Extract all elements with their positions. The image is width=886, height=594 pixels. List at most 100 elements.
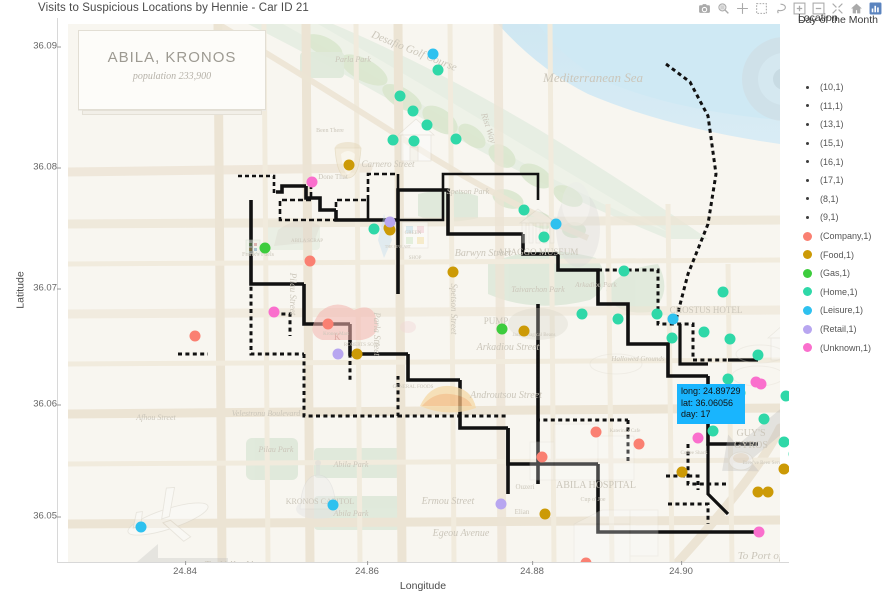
legend-item[interactable]: (Home,1) [798,283,886,302]
x-axis-line [57,562,789,563]
zoom-in-icon[interactable] [792,1,806,15]
pan-icon[interactable] [735,1,749,15]
visit-marker[interactable] [778,436,789,448]
visit-marker[interactable] [304,255,316,267]
visit-marker[interactable] [676,466,688,478]
visit-marker[interactable] [384,216,396,228]
visit-marker[interactable] [536,451,548,463]
visit-marker[interactable] [135,521,147,533]
legend-item[interactable]: (Retail,1) [798,320,886,339]
zoom-icon[interactable] [716,1,730,15]
visit-marker[interactable] [752,349,764,361]
legend-item-label: (16,1) [820,156,844,167]
visit-marker[interactable] [580,557,592,562]
visit-marker[interactable] [387,134,399,146]
visit-marker[interactable] [189,330,201,342]
legend-item[interactable]: (Unknown,1) [798,338,886,357]
visit-marker[interactable] [633,438,645,450]
visit-marker[interactable] [539,508,551,520]
visit-marker[interactable] [778,463,789,475]
legend-item[interactable]: (Gas,1) [798,264,886,283]
camera-icon[interactable] [697,1,711,15]
visit-marker[interactable] [450,133,462,145]
page-title: Visits to Suspicious Locations by Hennie… [38,2,309,14]
legend-item[interactable]: (17,1) [798,171,886,190]
visit-marker[interactable] [268,306,280,318]
visit-marker[interactable] [651,308,663,320]
visit-marker[interactable] [576,308,588,320]
visit-marker[interactable] [427,48,439,60]
zoom-out-icon[interactable] [811,1,825,15]
visit-marker[interactable] [496,323,508,335]
map-label: Afhou Street [135,413,176,422]
visit-marker[interactable] [432,64,444,76]
visit-marker[interactable] [762,486,774,498]
visit-marker[interactable] [394,90,406,102]
visit-marker[interactable] [518,204,530,216]
x-tick-label: 24.86 [355,561,379,577]
visit-marker[interactable] [755,378,767,390]
visit-marker[interactable] [752,486,764,498]
legend-item[interactable]: (9,1) [798,208,886,227]
legend-item-label: (Gas,1) [820,268,851,279]
visit-marker[interactable] [332,348,344,360]
visit-marker[interactable] [351,348,363,360]
legend-item-label: (Food,1) [820,249,855,260]
lasso-select-icon[interactable] [773,1,787,15]
visit-marker[interactable] [758,413,770,425]
legend: Location Day of the Month (10,1) (11,1) (1… [798,12,886,357]
visit-marker[interactable] [618,265,630,277]
legend-title-day: Day of the Month [798,14,878,26]
map-label: Taivarchon Park [511,285,565,294]
visit-marker[interactable] [788,448,789,460]
legend-item[interactable]: (Food,1) [798,245,886,264]
legend-item[interactable]: (Company,1) [798,227,886,246]
visit-marker[interactable] [421,119,433,131]
visit-marker[interactable] [753,526,765,538]
visit-marker[interactable] [698,326,710,338]
visit-marker[interactable] [408,135,420,147]
visit-marker[interactable] [322,318,334,330]
plotly-logo-icon[interactable] [868,1,882,15]
map-label: Spetson Street [449,284,459,335]
box-select-icon[interactable] [754,1,768,15]
visit-marker[interactable] [407,105,419,117]
visit-marker[interactable] [722,373,734,385]
visit-marker[interactable] [550,218,562,230]
visit-marker[interactable] [327,499,339,511]
map-label: To Abila Airport [204,559,277,562]
visit-marker[interactable] [667,313,679,325]
visit-marker[interactable] [306,176,318,188]
visit-marker[interactable] [707,425,719,437]
visit-marker[interactable] [724,333,736,345]
legend-item[interactable]: (15,1) [798,134,886,153]
visit-marker[interactable] [612,313,624,325]
visit-marker[interactable] [368,223,380,235]
legend-item[interactable]: (8,1) [798,190,886,209]
legend-item[interactable]: (16,1) [798,152,886,171]
autoscale-icon[interactable] [830,1,844,15]
visit-marker[interactable] [590,426,602,438]
map-plot-area[interactable]: K [57,18,789,562]
y-axis-title: Latitude [14,271,27,309]
visit-marker[interactable] [692,432,704,444]
map-label: Elian [515,508,530,516]
visit-marker[interactable] [717,286,729,298]
legend-item[interactable]: (13,1) [798,115,886,134]
visit-marker[interactable] [666,332,678,344]
visit-marker[interactable] [538,231,550,243]
home-icon[interactable] [849,1,863,15]
visit-marker[interactable] [495,498,507,510]
visit-marker[interactable] [518,325,530,337]
visit-marker[interactable] [384,224,396,236]
visit-marker[interactable] [259,242,271,254]
visit-marker[interactable] [447,266,459,278]
legend-item-label: (Company,1) [820,231,872,242]
map-label: Arkadiou Park [574,281,617,289]
legend-item[interactable]: (10,1) [798,78,886,97]
visit-marker[interactable] [780,390,789,402]
legend-item[interactable]: (11,1) [798,97,886,116]
legend-item[interactable]: (Leisure,1) [798,301,886,320]
legend-marker-icon [798,141,816,145]
visit-marker[interactable] [343,159,355,171]
